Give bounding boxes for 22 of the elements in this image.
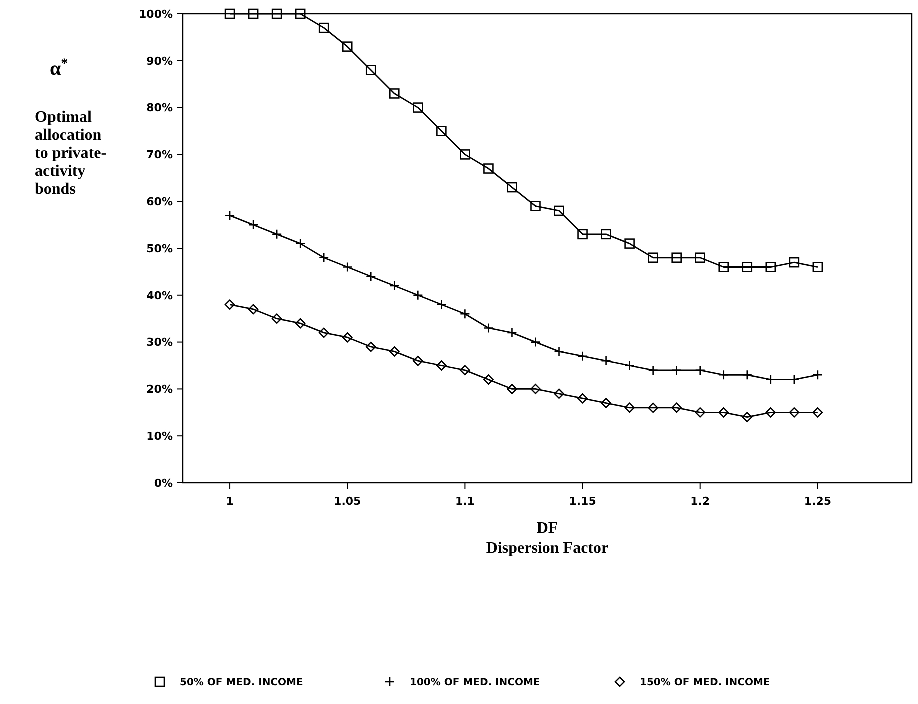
x-tick-label: 1: [226, 495, 234, 508]
legend-label: 100% OF MED. INCOME: [410, 678, 540, 688]
y-tick-label: 20%: [146, 383, 173, 396]
y-tick-label: 30%: [146, 336, 173, 350]
y-tick-label: 10%: [146, 430, 173, 443]
y-tick-label: 100%: [139, 8, 173, 21]
x-tick-label: 1.1: [455, 495, 475, 508]
legend-label: 50% OF MED. INCOME: [180, 678, 304, 688]
y-tick-label: 40%: [146, 289, 173, 302]
y-tick-label: 90%: [146, 54, 173, 68]
y-tick-label: 60%: [146, 195, 173, 208]
y-tick-label: 70%: [146, 148, 173, 162]
legend-label: 150% OF MED. INCOME: [640, 678, 770, 688]
x-tick-label: 1.2: [690, 495, 710, 508]
x-tick-label: 1.25: [804, 495, 832, 508]
y-tick-label: 80%: [146, 102, 173, 115]
x-tick-label: 1.15: [569, 495, 596, 508]
x-axis-title: DF Dispersion Factor: [486, 520, 609, 557]
text: α$^{*}$ Optimal allocation to private-activity bonds: [35, 56, 107, 198]
y-tick-label: 50%: [146, 242, 173, 256]
x-tick-label: 1.05: [334, 495, 362, 508]
y-tick-label: 0%: [154, 476, 173, 490]
